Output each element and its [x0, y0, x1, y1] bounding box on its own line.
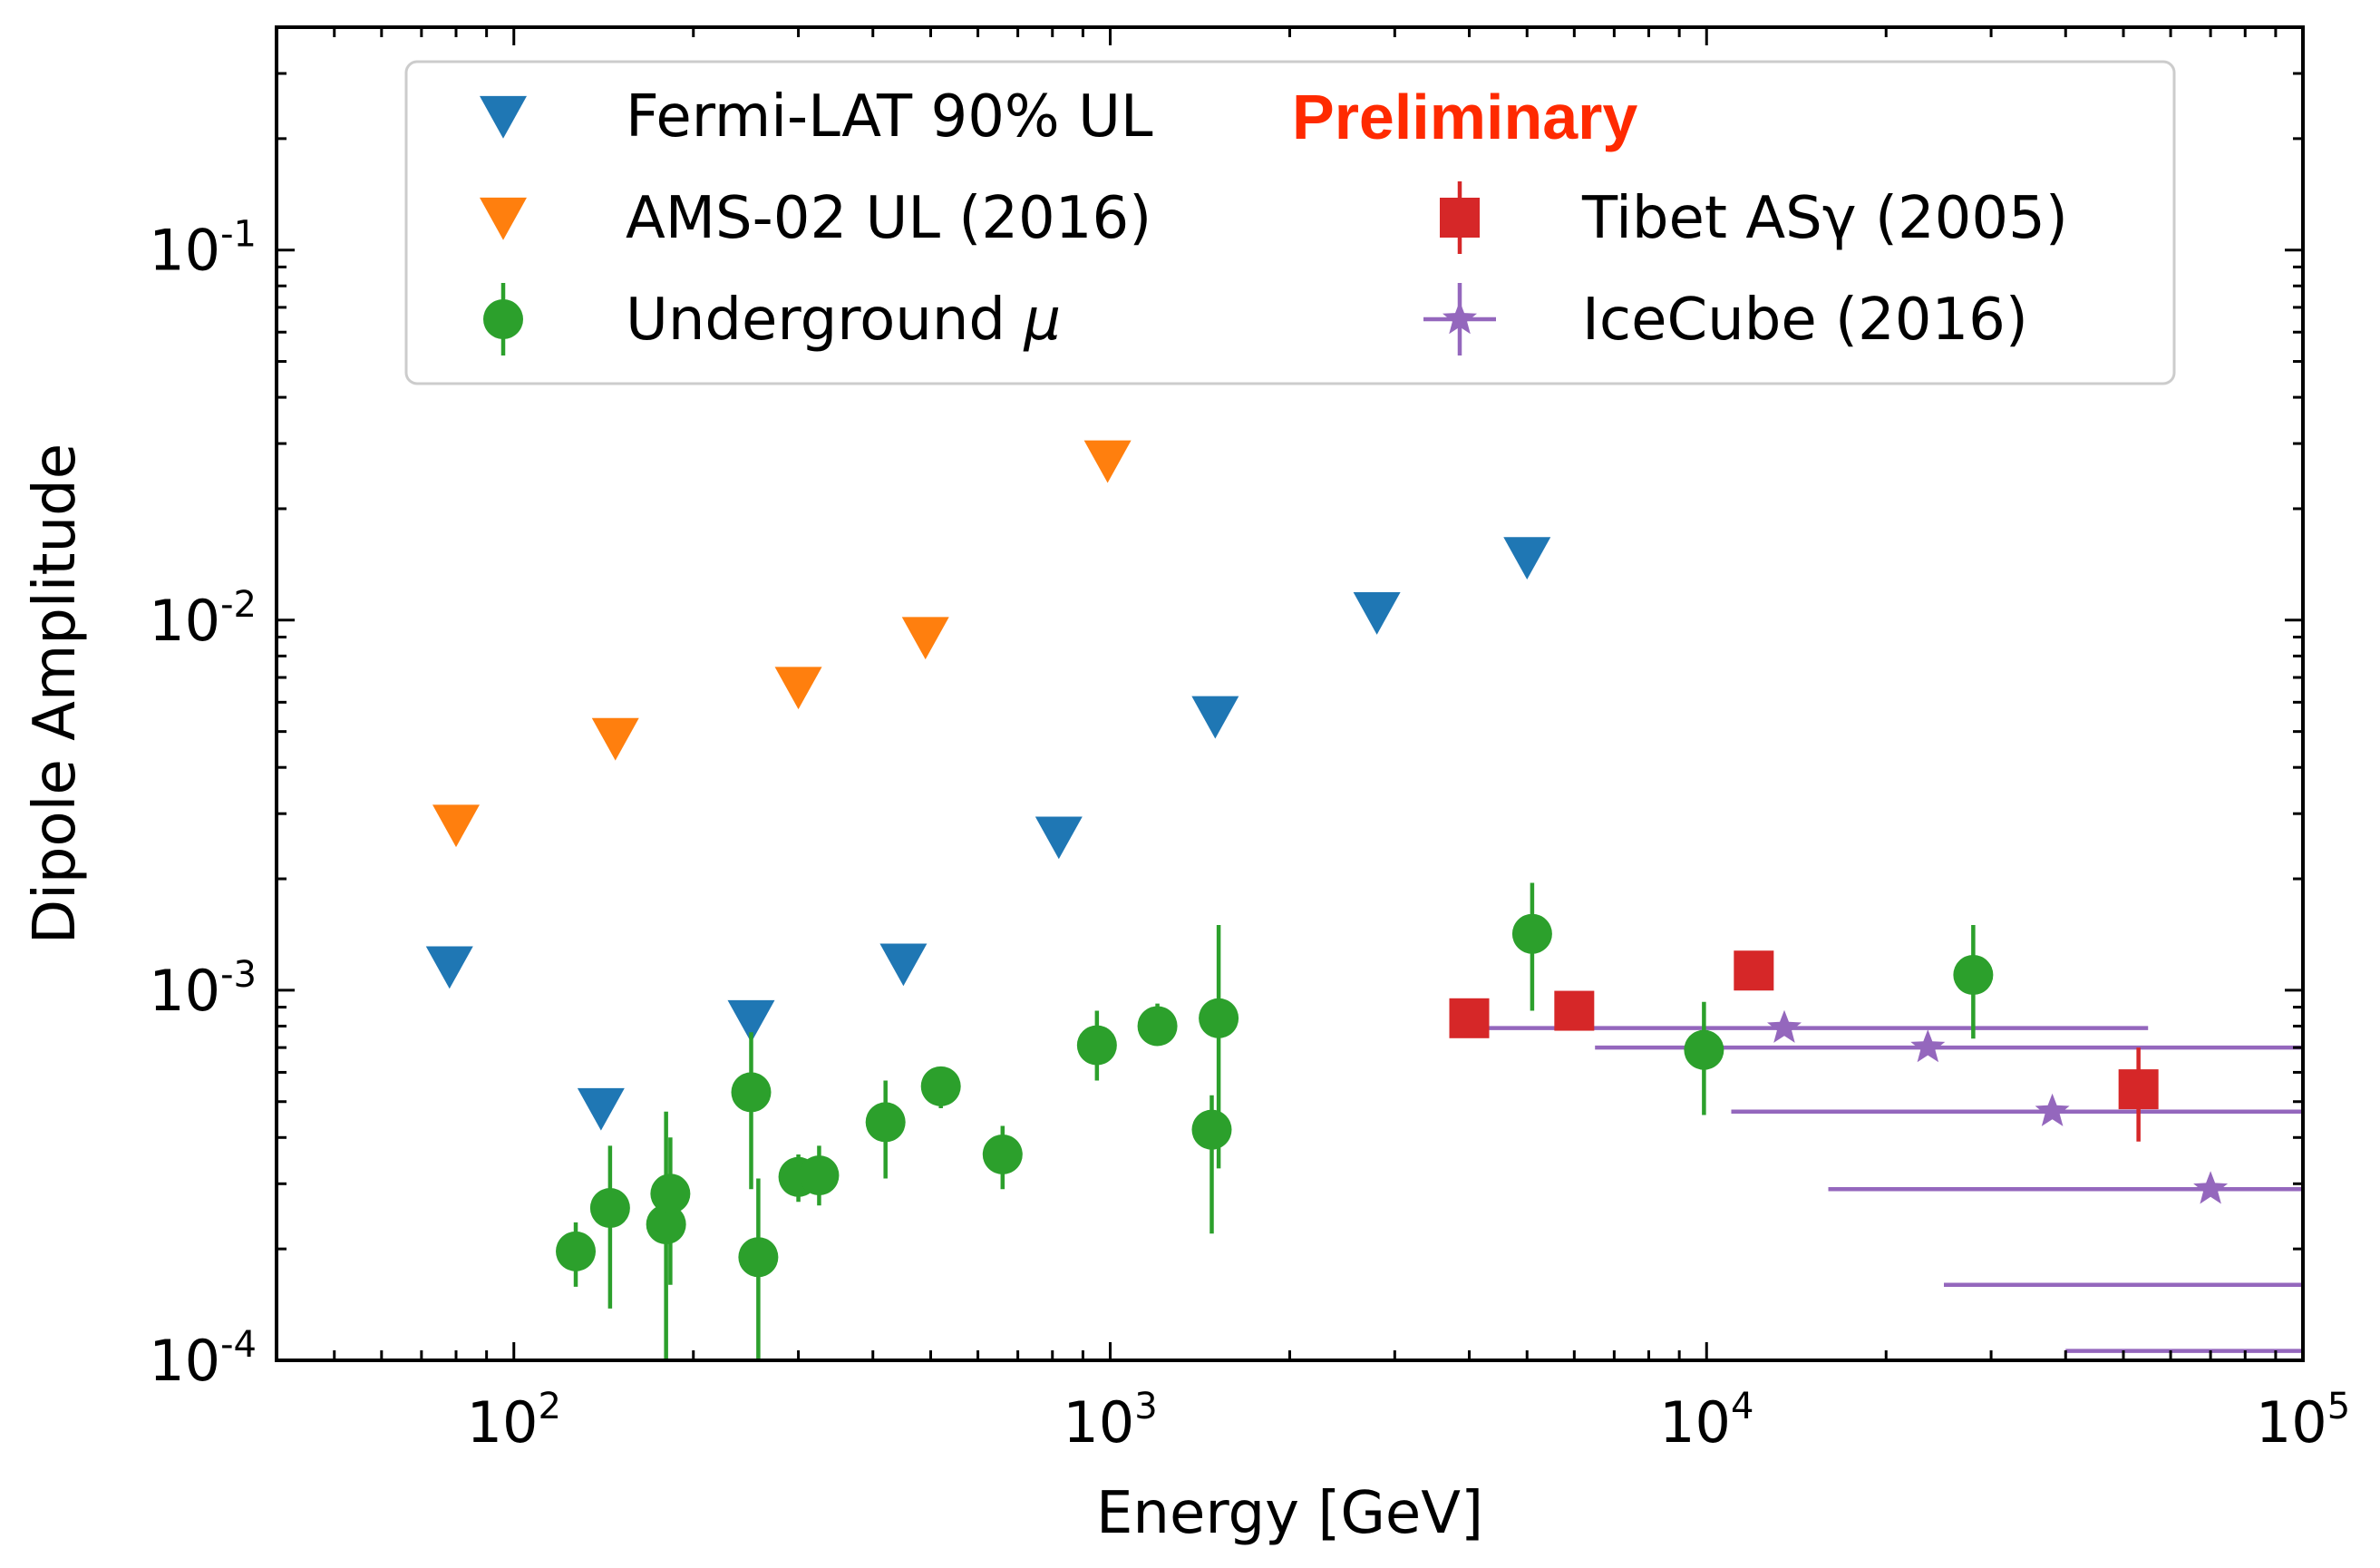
underground-point-3 [650, 1174, 691, 1214]
tibet-as-2005-point-2 [1734, 950, 1774, 991]
underground-point-16 [1684, 1029, 1724, 1070]
icecube-2016-point-2 [2035, 1093, 2070, 1126]
legend-marker [480, 95, 527, 139]
fermi-lat-90-ul-point-7 [1503, 537, 1551, 580]
underground-point-5 [738, 1237, 779, 1278]
fermi-lat-90-ul-point-4 [1035, 816, 1083, 860]
fermi-lat-90-ul-point-3 [879, 943, 928, 987]
underground-point-14 [1199, 998, 1239, 1038]
x-axis-title: Energy [GeV] [1096, 1480, 1483, 1547]
fermi-lat-90-ul-point-2 [727, 999, 775, 1043]
legend-entry-icecube-2016: IceCube (2016) [1423, 283, 2028, 355]
underground-point-10 [982, 1134, 1023, 1174]
underground-point-11 [1076, 1025, 1117, 1066]
fermi-lat-90-ul-point-1 [577, 1087, 625, 1131]
ams-02-ul-2016-point-3 [901, 617, 949, 660]
underground-point-9 [920, 1066, 961, 1106]
icecube-2016-point-1 [1910, 1029, 1946, 1063]
legend-marker [483, 299, 523, 339]
underground-point-7 [799, 1155, 840, 1196]
underground-point-13 [1191, 1109, 1232, 1150]
ams-02-ul-2016-point-1 [591, 717, 639, 761]
legend-label: AMS-02 UL (2016) [626, 185, 1151, 252]
legend-entry-fermi-lat-90-ul: Fermi-LAT 90% UL [480, 83, 1153, 151]
fermi-lat-90-ul-point-5 [1191, 696, 1239, 739]
underground-point-2 [646, 1204, 686, 1245]
legend-label: Underground μ [626, 287, 1061, 354]
legend: Fermi-LAT 90% UL AMS-02 UL (2016) Undergro… [404, 60, 2176, 385]
underground-point-0 [556, 1231, 597, 1271]
legend-marker [480, 197, 527, 240]
fermi-lat-90-ul-point-6 [1353, 592, 1401, 635]
underground-point-8 [865, 1102, 906, 1143]
legend-entry-ams-02-ul-2016: AMS-02 UL (2016) [480, 185, 1151, 252]
icecube-2016-point-0 [1767, 1009, 1802, 1043]
preliminary-annotation: Preliminary [1292, 82, 1637, 152]
ams-02-ul-2016-point-2 [774, 667, 822, 710]
legend-marker [1440, 198, 1480, 238]
y-tick-label: 10-3 [149, 954, 257, 1024]
axes-layer: 102 103 104 105 10-4 10-3 10-2 10-1 [149, 25, 2350, 1456]
legend-label: IceCube (2016) [1582, 287, 2028, 354]
ams-02-ul-2016-point-4 [1083, 440, 1132, 483]
legend-entry-underground: Underground μ [483, 283, 1061, 355]
series-ams-02-ul-2016 [432, 440, 1132, 848]
y-tick-label: 10-1 [149, 214, 257, 284]
ams-02-ul-2016-point-0 [432, 804, 481, 848]
legend-label: Fermi-LAT 90% UL [626, 83, 1153, 151]
y-tick-label: 10-4 [149, 1324, 257, 1394]
x-tick-label: 104 [1659, 1386, 1753, 1456]
legend-label: Tibet ASγ (2005) [1581, 185, 2068, 252]
underground-point-15 [1511, 913, 1552, 954]
fermi-lat-90-ul-point-0 [425, 946, 473, 989]
x-tick-label: 105 [2256, 1386, 2350, 1456]
tibet-as-2005-point-1 [1554, 990, 1595, 1031]
icecube-2016-point-3 [2193, 1171, 2229, 1204]
underground-point-17 [1953, 955, 1994, 996]
series-underground [556, 882, 1994, 1360]
tibet-as-2005-point-3 [2118, 1069, 2159, 1110]
tibet-as-2005-point-0 [1449, 998, 1490, 1038]
legend-entry-tibet-as-2005: Tibet ASγ (2005) [1440, 181, 2068, 254]
data-layer [425, 440, 2303, 1360]
underground-point-1 [589, 1188, 630, 1229]
underground-point-4 [731, 1072, 772, 1113]
x-tick-label: 102 [467, 1386, 561, 1456]
x-tick-label: 103 [1063, 1386, 1157, 1456]
series-fermi-lat-90-ul [425, 537, 1551, 1131]
legend-box [404, 60, 2176, 385]
series-tibet-as-2005 [1449, 950, 2159, 1142]
y-tick-label: 10-2 [149, 584, 257, 654]
legend-marker [1443, 301, 1477, 335]
underground-point-12 [1137, 1006, 1178, 1047]
y-axis-title: Dipole Amplitude [22, 443, 89, 944]
